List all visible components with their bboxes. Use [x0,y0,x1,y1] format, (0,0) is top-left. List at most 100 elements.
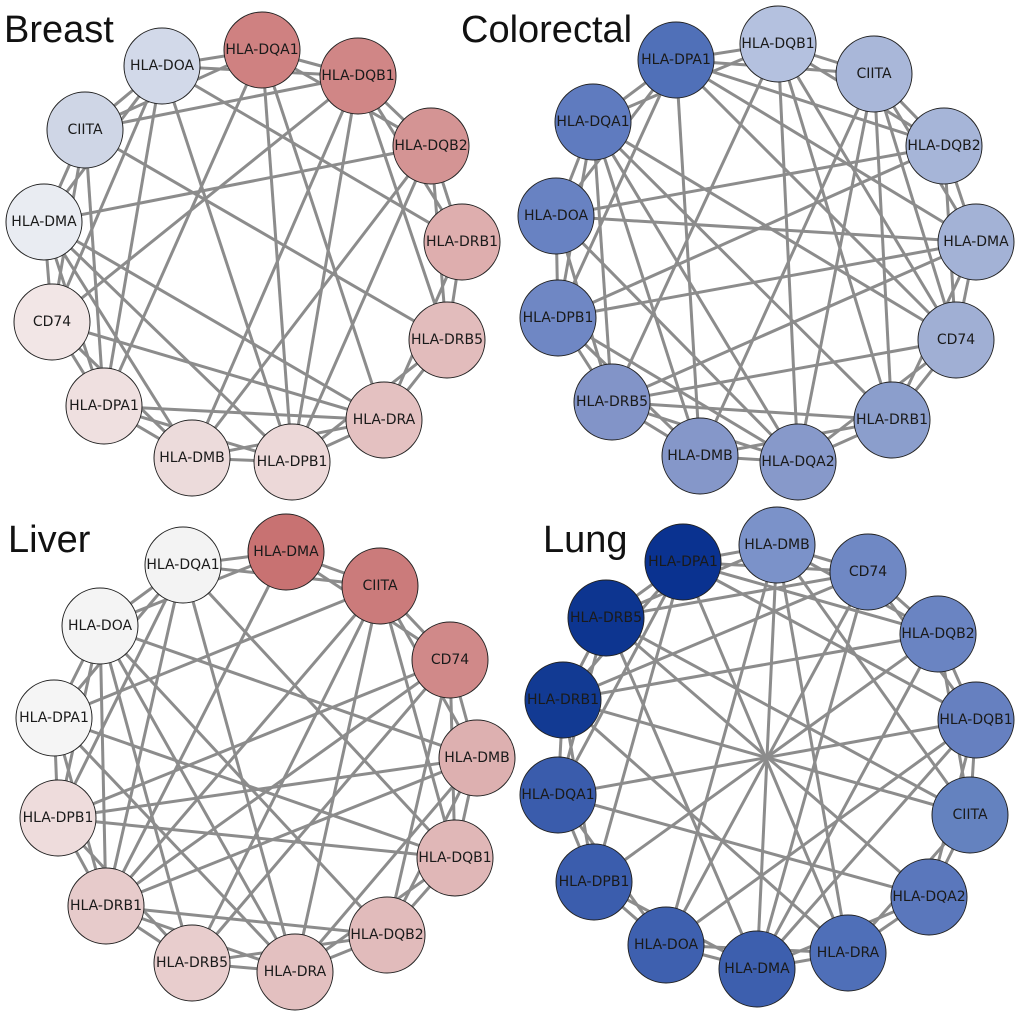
lung-node-hla-dpa1: HLA-DPA1 [644,523,722,601]
liver-node-label: HLA-DQB2 [350,927,423,943]
lung-nodes: HLA-DMB CD74 HLA-DQB2 HLA-DQB1 CIITA HLA-DQA2… [519,506,1015,1008]
breast-edge [160,65,294,463]
breast-node-label: CD74 [33,314,71,330]
breast-node-label: HLA-DRA [353,412,416,428]
lung-edge [557,793,930,899]
liver-node-label: HLA-DMB [444,750,509,766]
colorectal-node-label: HLA-DQB2 [907,138,980,154]
liver-node-hla-dqb1: HLA-DQB1 [416,819,494,897]
colorectal-edge [776,43,800,463]
breast-node-hla-dpa1: HLA-DPA1 [65,367,143,445]
lung-node-label: HLA-DQB2 [901,626,974,642]
liver-edge [378,585,457,859]
lung-edge [682,560,939,636]
liver-node-label: HLA-DRA [264,964,327,980]
breast-edge [51,320,385,422]
colorectal-node-label: HLA-DMB [667,448,732,464]
breast-node-ciita: CIITA [46,91,124,169]
lung-edge [592,561,685,883]
liver-edge [105,658,451,908]
breast-node-label: HLA-DQB2 [394,138,467,154]
lung-node-circle [899,595,977,673]
lung-node-hla-doa: HLA-DOA [627,906,705,984]
lung-node-circle [738,506,816,584]
liver-node-circle [256,933,334,1011]
breast-node-label: HLA-DPA1 [69,398,139,414]
lung-node-hla-dpb1: HLA-DPB1 [555,843,633,921]
colorectal-edge [675,58,977,244]
breast-node-circle [5,183,83,261]
liver-node-circle [416,819,494,897]
colorectal-edge [675,58,945,148]
breast-node-hla-drb5: HLA-DRB5 [408,301,486,379]
colorectal-edge [611,400,893,422]
breast-node-label: HLA-DOA [130,58,195,74]
breast-node-label: HLA-DRB1 [426,234,498,250]
colorectal-node-hla-drb1: HLA-DRB1 [853,381,931,459]
lung-node-hla-dmb: HLA-DMB [738,506,816,584]
lung-node-circle [644,523,722,601]
liver-node-label: HLA-DQB1 [418,850,491,866]
colorectal-nodes: HLA-DQB1 CIITA HLA-DQB2 HLA-DMA CD74 HLA-DRB1… [517,5,1015,501]
breast-node-circle [223,11,301,89]
breast-edge [290,145,433,463]
liver-node-label: CD74 [431,652,469,668]
breast-edge [102,65,164,407]
lung-edge [605,616,971,817]
colorectal-edge [872,73,894,421]
colorectal-edge [591,120,894,422]
lung-node-circle [829,533,907,611]
liver-edge [98,625,194,964]
lung-node-label: CD74 [849,564,887,580]
lung-node-hla-dqa1: HLA-DQA1 [519,756,597,834]
liver-node-circle [348,896,426,974]
lung-node-circle [809,914,887,992]
lung-node-cd74: CD74 [829,533,907,611]
breast-node-circle [423,203,501,281]
liver-node-label: HLA-DRB1 [70,898,142,914]
lung-node-hla-dqb2: HLA-DQB2 [899,595,977,673]
liver-edge [104,564,185,907]
breast-edge [84,74,359,132]
colorectal-edge [555,214,977,244]
liver-node-hla-dmb: HLA-DMB [438,719,516,797]
lung-node-circle [931,776,1009,854]
lung-node-label: HLA-DRB5 [570,610,642,626]
colorectal-node-ciita: CIITA [835,35,913,113]
liver-edge [385,659,452,936]
liver-node-circle [247,513,325,591]
colorectal-edge [674,59,702,457]
lung-node-hla-dra: HLA-DRA [809,914,887,992]
breast-node-circle [123,27,201,105]
lung-node-circle [890,858,968,936]
liver-node-circle [61,587,139,665]
liver-node-circle [341,547,419,625]
colorectal-node-circle [517,177,595,255]
lung-edge [605,616,930,899]
colorectal-node-label: HLA-DOA [524,208,589,224]
liver-node-circle [67,867,145,945]
liver-edge [181,563,457,860]
lung-node-hla-drb1: HLA-DRB1 [524,661,602,739]
lung-node-label: HLA-DQA1 [521,787,594,803]
colorectal-node-circle [759,423,837,501]
colorectal-edge [557,240,977,320]
liver-edge [98,625,108,907]
liver-node-cd74: CD74 [411,621,489,699]
colorectal-edge [776,43,958,341]
colorectal-node-hla-dpa1: HLA-DPA1 [637,21,715,99]
colorectal-node-hla-dma: HLA-DMA [937,203,1015,281]
liver-node-circle [411,621,489,699]
colorectal-node-label: HLA-DMA [943,234,1009,250]
liver-node-hla-dqb2: HLA-DQB2 [348,896,426,974]
colorectal-edge [556,59,678,319]
liver-edge [190,585,382,964]
colorectal-node-circle [853,381,931,459]
breast-edge [260,49,294,463]
colorectal-node-circle [937,203,1015,281]
liver-edge [181,564,297,973]
lung-node-circle [524,661,602,739]
breast-node-circle [153,419,231,497]
lung-node-circle [567,579,645,657]
lung-node-label: HLA-DQA2 [892,889,965,905]
